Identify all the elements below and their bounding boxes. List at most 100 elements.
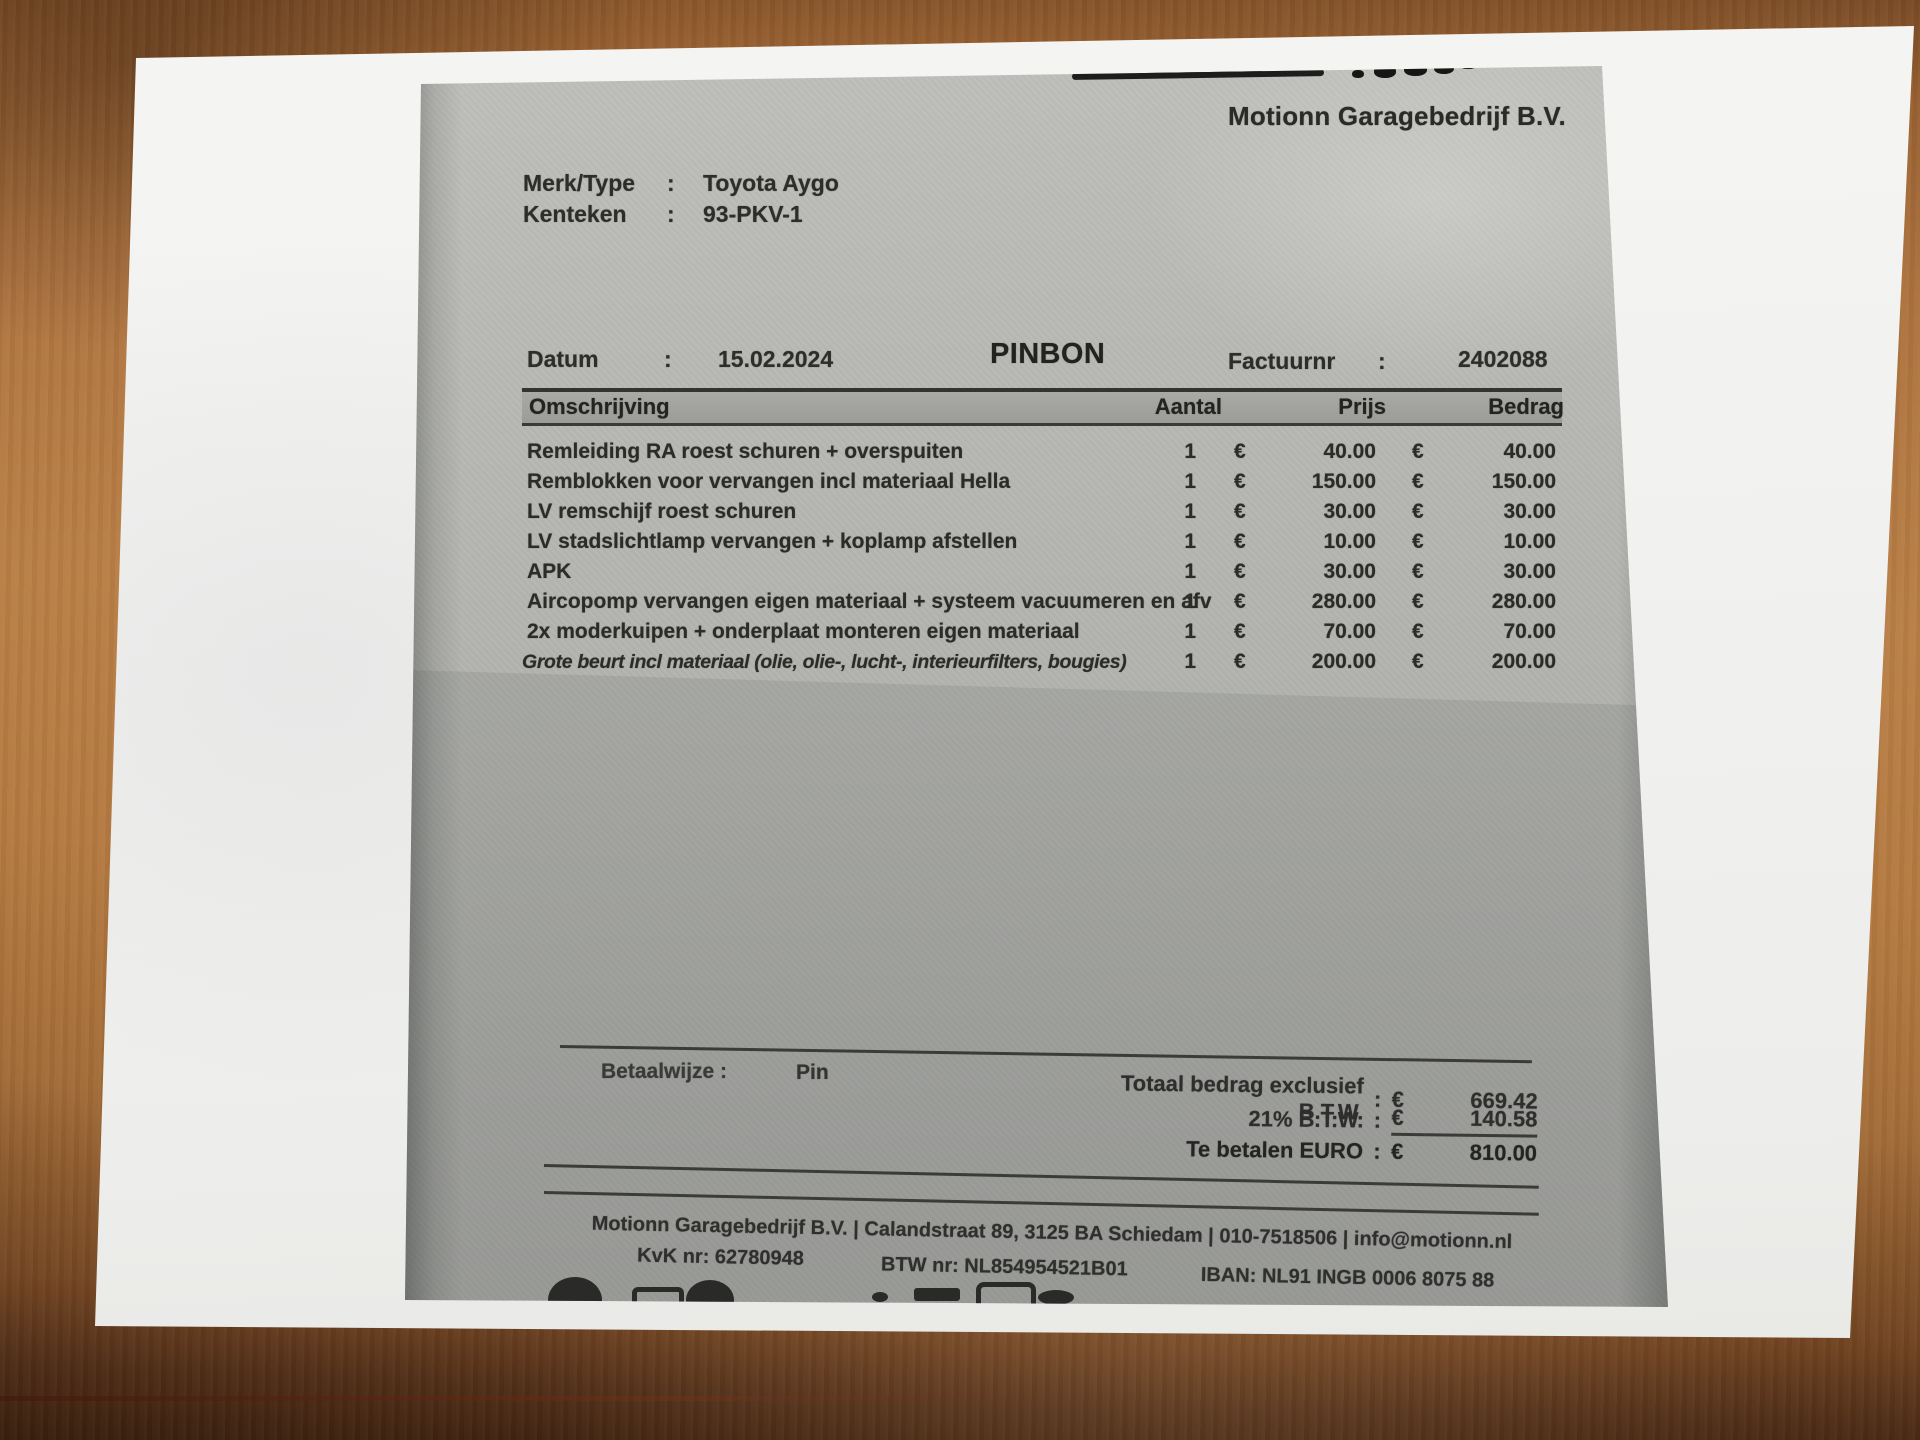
item-amount: 10.00 <box>1503 530 1556 553</box>
euro-sign: € <box>1412 560 1424 583</box>
col-header-prijs: Prijs <box>1338 394 1386 419</box>
euro-sign: € <box>1412 590 1424 613</box>
item-description: LV stadslichtlamp vervangen + koplamp af… <box>527 530 1018 553</box>
euro-sign: € <box>1234 470 1246 493</box>
table-row: LV stadslichtlamp vervangen + koplamp af… <box>522 527 1562 557</box>
item-description: Remblokken voor vervangen incl materiaal… <box>527 470 1011 493</box>
footer-kvk: KvK nr: 62780948 <box>636 1244 805 1270</box>
item-qty: 1 <box>1184 500 1196 523</box>
item-description: Remleiding RA roest schuren + overspuite… <box>527 440 964 463</box>
ink-dash-icon <box>1404 66 1427 76</box>
datum-value: 15.02.2024 <box>718 346 834 372</box>
totals-block: Totaal bedrag exclusief B.T.W. : € 669.4… <box>1079 1070 1538 1169</box>
item-qty: 1 <box>1184 650 1196 673</box>
euro-sign: € <box>1234 590 1246 613</box>
cutoff-dot-icon <box>872 1292 888 1302</box>
euro-sign: € <box>1234 440 1246 463</box>
euro-sign: € <box>1391 1104 1426 1137</box>
cutoff-mark-icon <box>914 1288 960 1301</box>
factuurnr-value: 2402088 <box>1458 346 1548 372</box>
euro-sign: € <box>1412 440 1424 463</box>
table-row: Aircopomp vervangen eigen materiaal + sy… <box>522 587 1562 617</box>
euro-sign: € <box>1412 470 1424 493</box>
footer-iban: IBAN: NL91 INGB 0006 8075 88 <box>1200 1263 1495 1292</box>
item-amount: 150.00 <box>1491 470 1556 493</box>
col-header-bedrag: Bedrag <box>1488 394 1564 419</box>
item-amount: 30.00 <box>1503 560 1556 583</box>
table-seam-line <box>0 1396 1040 1401</box>
merk-separator: : <box>667 170 675 196</box>
col-header-aantal: Aantal <box>1154 394 1222 419</box>
item-price: 10.00 <box>1323 530 1376 553</box>
cutoff-blob-icon <box>1038 1290 1074 1305</box>
datum-separator: : <box>664 346 672 372</box>
line-items-table: Omschrijving Aantal Prijs Bedrag Remleid… <box>522 388 1564 677</box>
item-description: 2x moderkuipen + onderplaat monteren eig… <box>527 620 1080 643</box>
table-row: APK 1 € 30.00 € 30.00 <box>522 557 1562 587</box>
euro-sign: € <box>1412 500 1424 523</box>
table-header-row: Omschrijving Aantal Prijs Bedrag <box>522 388 1564 426</box>
item-amount: 200.00 <box>1491 650 1556 673</box>
item-description: Aircopomp vervangen eigen materiaal + sy… <box>527 590 1212 613</box>
table-row: Grote beurt incl materiaal (olie, olie-,… <box>522 647 1562 677</box>
item-amount: 40.00 <box>1503 440 1556 463</box>
vehicle-row-merk: Merk/Type : Toyota Aygo <box>523 168 839 199</box>
vehicle-row-kenteken: Kenteken : 93-PKV-1 <box>523 199 839 230</box>
merk-label: Merk/Type <box>523 170 636 196</box>
table-row: LV remschijf roest schuren 1 € 30.00 € 3… <box>522 497 1562 527</box>
item-qty: 1 <box>1184 590 1196 613</box>
item-amount: 70.00 <box>1503 620 1556 643</box>
cutoff-rounded-outline-icon <box>632 1287 684 1307</box>
betaalwijze-value: Pin <box>796 1061 829 1084</box>
item-qty: 1 <box>1184 440 1196 463</box>
grand-total-row: Te betalen EURO : € 810.00 <box>1079 1132 1537 1169</box>
item-price: 30.00 <box>1323 560 1376 583</box>
kenteken-separator: : <box>667 201 675 227</box>
euro-sign: € <box>1234 530 1246 553</box>
item-price: 70.00 <box>1323 620 1376 643</box>
btw-label: 21% B.T.W. <box>1248 1105 1364 1132</box>
euro-sign: € <box>1390 1138 1404 1164</box>
betaalwijze-label: Betaalwijze : <box>601 1060 728 1083</box>
item-description: LV remschijf roest schuren <box>527 500 797 523</box>
grand-total-label: Te betalen EURO <box>1186 1135 1364 1163</box>
item-qty: 1 <box>1184 620 1196 643</box>
euro-sign: € <box>1234 650 1246 673</box>
euro-sign: € <box>1412 650 1424 673</box>
table-body: Remleiding RA roest schuren + overspuite… <box>522 437 1562 677</box>
euro-sign: € <box>1234 620 1246 643</box>
item-price: 200.00 <box>1311 650 1376 673</box>
item-price: 280.00 <box>1311 590 1376 613</box>
item-amount: 280.00 <box>1491 590 1556 613</box>
ink-dash-icon <box>1434 66 1454 74</box>
btw-value: 140.58 <box>1425 1105 1538 1138</box>
footer-btw: BTW nr: NL854954521B01 <box>880 1253 1128 1281</box>
document-title: PINBON <box>990 338 1106 370</box>
total-excl-btw-row: Totaal bedrag exclusief B.T.W. : € 669.4… <box>1080 1070 1538 1125</box>
item-price: 150.00 <box>1311 470 1376 493</box>
col-header-omschrijving: Omschrijving <box>529 394 670 419</box>
item-price: 30.00 <box>1323 500 1376 523</box>
table-row: 2x moderkuipen + onderplaat monteren eig… <box>522 617 1562 647</box>
kenteken-value: 93-PKV-1 <box>703 201 803 227</box>
grand-total-value: 810.00 <box>1469 1139 1538 1166</box>
colon: : <box>1373 1138 1381 1164</box>
kenteken-label: Kenteken <box>523 201 627 227</box>
datum-label: Datum <box>527 346 599 372</box>
colon: : <box>1373 1107 1382 1133</box>
item-description: Grote beurt incl materiaal (olie, olie-,… <box>522 650 1127 673</box>
factuurnr-separator: : <box>1378 348 1386 374</box>
merk-value: Toyota Aygo <box>703 170 839 196</box>
euro-sign: € <box>1234 560 1246 583</box>
vehicle-info-block: Merk/Type : Toyota Aygo Kenteken : 93-PK… <box>523 168 839 230</box>
company-name: Motionn Garagebedrijf B.V. <box>1228 101 1566 131</box>
item-description: APK <box>527 560 572 583</box>
ink-dash-icon <box>1352 70 1364 78</box>
item-qty: 1 <box>1184 470 1196 493</box>
table-row: Remleiding RA roest schuren + overspuite… <box>522 437 1562 467</box>
item-amount: 30.00 <box>1503 500 1556 523</box>
euro-sign: € <box>1412 530 1424 553</box>
